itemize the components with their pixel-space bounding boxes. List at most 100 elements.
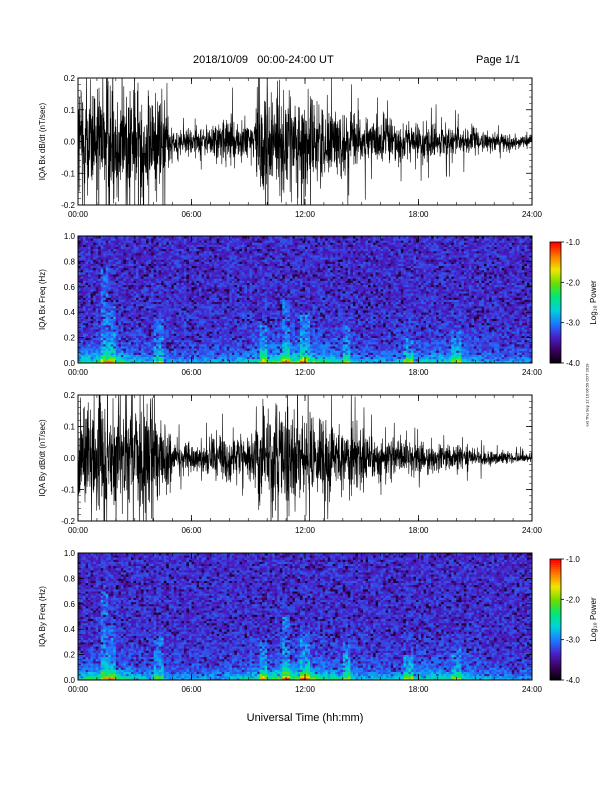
heatmap-cell [118,316,122,319]
heatmap-cell [153,303,157,307]
heatmap-cell [98,278,102,281]
heatmap-cell [168,252,172,256]
heatmap-cell [188,360,192,364]
heatmap-cell [130,248,134,252]
heatmap-cell [161,310,165,313]
heatmap-cell [103,293,107,296]
heatmap-cell [138,274,142,277]
heatmap-cell [186,346,190,349]
heatmap-cell [183,276,187,279]
heatmap-cell [115,314,119,317]
heatmap-cell [153,288,157,292]
heatmap-cell [133,255,137,258]
heatmap-cell [158,310,162,313]
heatmap-cell [178,265,182,269]
heatmap-cell [181,236,185,239]
heatmap-cell [113,278,117,281]
heatmap-cell [128,250,132,254]
heatmap-cell [118,327,122,330]
heatmap-cell [133,282,137,286]
heatmap-cell [161,333,165,336]
heatmap-cell [183,288,187,292]
heatmap-cell [173,335,177,338]
heatmap-cell [171,331,175,334]
heatmap-cell [125,297,129,300]
heatmap-cell [115,257,119,260]
heatmap-cell [188,316,192,319]
heatmap-cell [136,246,139,250]
heatmap-cell [158,250,162,254]
heatmap-cell [191,322,195,326]
heatmap-cell [186,314,190,317]
heatmap-cell [78,284,81,288]
heatmap-cell [138,248,142,252]
heatmap-cell [90,257,94,260]
heatmap-cell [143,331,147,334]
heatmap-cell [103,335,107,338]
heatmap-cell [120,356,124,360]
heatmap-cell [100,248,104,252]
heatmap-cell [88,284,92,288]
heatmap-cell [151,343,155,347]
heatmap-cell [133,297,137,300]
heatmap-cell [108,341,112,345]
heatmap-cell [166,339,170,343]
heatmap-cell [171,324,175,328]
heatmap-cell [181,337,185,341]
heatmap-cell [148,295,152,298]
heatmap-cell [188,350,192,353]
heatmap-cell [168,246,172,250]
heatmap-cell [85,320,89,324]
heatmap-cell [93,240,97,243]
heatmap-cell [158,246,162,250]
heatmap-cell [83,269,86,273]
heatmap-cell [113,327,117,330]
heatmap-cell [90,337,94,341]
heatmap-cell [191,295,195,298]
heatmap-cell [103,358,107,362]
heatmap-cell [115,312,119,315]
heatmap-cell [118,335,122,338]
heatmap-cell [133,339,137,343]
heatmap-cell [90,276,94,279]
heatmap-cell [98,255,102,258]
heatmap-cell [186,244,190,247]
heatmap-cell [120,250,124,254]
heatmap-cell [105,276,109,279]
heatmap-cell [163,271,167,275]
heatmap-cell [93,335,97,338]
heatmap-cell [171,312,175,315]
heatmap-cell [98,282,102,286]
heatmap-cell [156,257,160,260]
heatmap-cell [93,265,97,269]
heatmap-cell [136,276,139,279]
heatmap-cell [166,327,170,330]
heatmap-cell [125,248,129,252]
heatmap-cell [120,297,124,300]
heatmap-cell [161,284,165,288]
heatmap-cell [138,250,142,254]
heatmap-cell [153,335,157,338]
heatmap-cell [98,299,102,303]
heatmap-cell [103,271,107,275]
heatmap-cell [80,257,84,260]
heatmap-cell [113,358,117,362]
heatmap-cell [138,301,142,305]
heatmap-cell [158,356,162,360]
heatmap-cell [146,360,150,364]
heatmap-cell [88,310,92,313]
heatmap-cell [90,263,94,267]
heatmap-cell [113,267,117,271]
heatmap-cell [168,352,172,355]
heatmap-cell [156,240,160,243]
heatmap-cell [143,259,147,262]
heatmap-cell [123,346,127,349]
heatmap-cell [133,261,137,264]
heatmap-cell [123,280,127,283]
heatmap-cell [80,259,84,262]
heatmap-cell [146,265,150,269]
heatmap-cell [130,324,134,328]
heatmap-cell [148,240,152,243]
heatmap-cell [103,331,107,334]
heatmap-cell [80,267,84,271]
